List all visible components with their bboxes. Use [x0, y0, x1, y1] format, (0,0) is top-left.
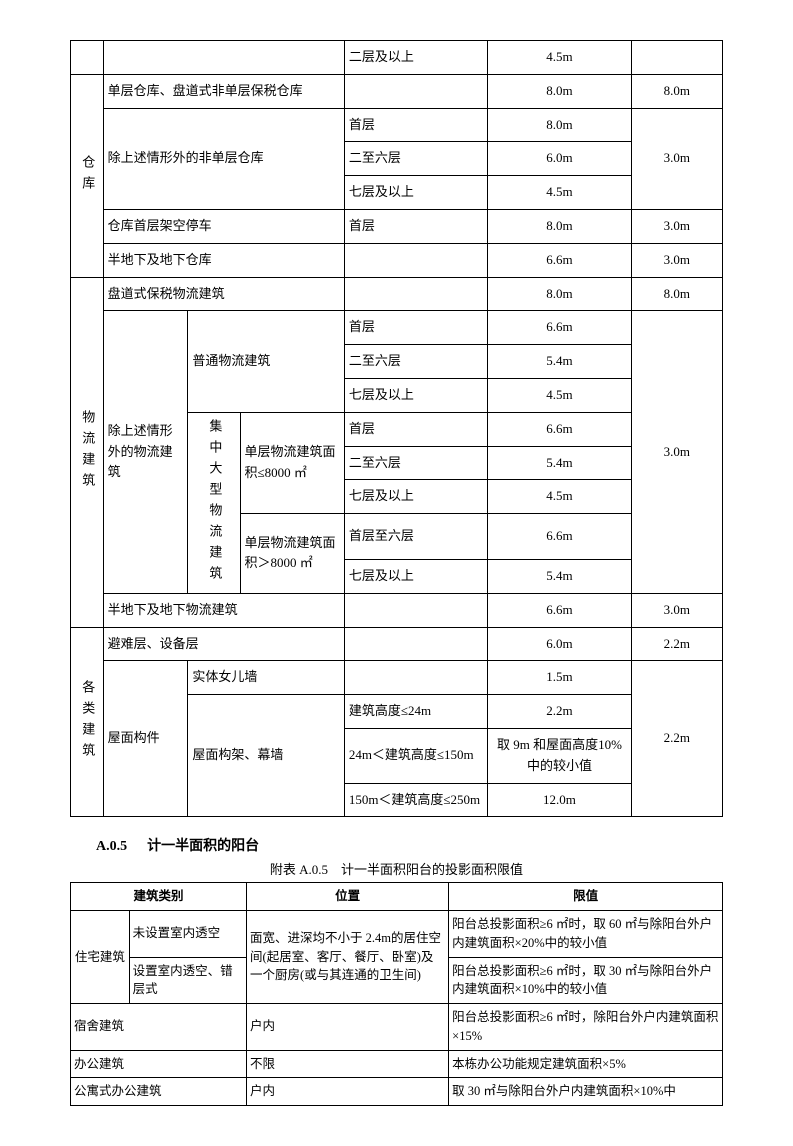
section-title: A.0.5计一半面积的阳台 [96, 835, 723, 855]
table-caption: 附表 A.0.5 计一半面积阳台的投影面积限值 [70, 859, 723, 878]
appendix-table: 建筑类别位置限值 住宅建筑未设置室内透空面宽、进深均不小于 2.4m的居住空间(… [70, 882, 723, 1106]
main-table: 二层及以上4.5m 仓库单层仓库、盘道式非单层保税仓库8.0m8.0m 除上述情… [70, 40, 723, 817]
